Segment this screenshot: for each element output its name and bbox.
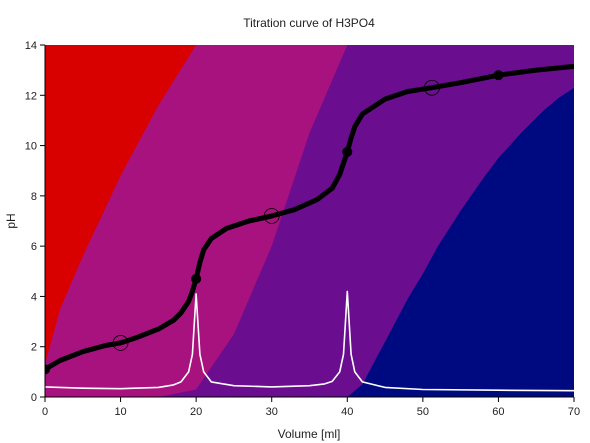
equivalence-point — [191, 273, 202, 284]
y-tick-label: 8 — [31, 191, 37, 203]
plot-area — [45, 45, 574, 397]
y-tick-label: 10 — [25, 141, 37, 153]
axes: 0 10 20 30 40 50 60 70 0 2 4 6 8 10 12 14 — [25, 40, 580, 418]
half-equivalence-point — [263, 208, 280, 224]
x-tick-label: 60 — [492, 406, 504, 418]
region-h3po4 — [45, 45, 197, 365]
x-tick-label: 20 — [190, 406, 202, 418]
y-tick-label: 4 — [31, 291, 37, 303]
equivalence-point — [493, 70, 504, 81]
x-tick-label: 0 — [42, 406, 48, 418]
equivalence-point — [45, 364, 50, 375]
region-po4 — [347, 87, 574, 397]
y-axis-label: pH — [4, 213, 18, 228]
half-equivalence-point — [112, 335, 129, 351]
half-equivalence-point — [424, 79, 440, 96]
y-tick-label: 6 — [31, 241, 37, 253]
x-tick-label: 50 — [417, 406, 429, 418]
x-tick-label: 10 — [114, 406, 126, 418]
equivalence-point — [342, 146, 353, 157]
x-tick-label: 40 — [341, 406, 353, 418]
y-tick-label: 2 — [31, 342, 37, 354]
x-tick-label: 70 — [568, 406, 580, 418]
derivative-curve — [45, 290, 574, 392]
y-tick-label: 14 — [25, 40, 37, 52]
chart-title: Titration curve of H3PO4 — [243, 16, 375, 30]
titration-curve — [45, 63, 574, 372]
x-axis-label: Volume [ml] — [278, 427, 341, 441]
x-tick-label: 30 — [266, 406, 278, 418]
y-tick-label: 12 — [25, 90, 37, 102]
y-tick-label: 0 — [31, 392, 37, 404]
